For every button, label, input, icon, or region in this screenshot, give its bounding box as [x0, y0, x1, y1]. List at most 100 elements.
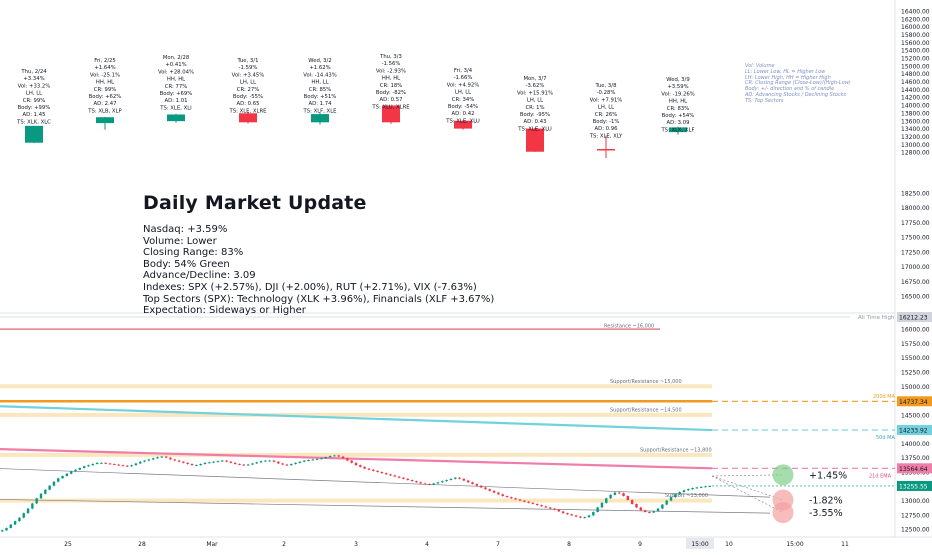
support-resistance-band: [0, 384, 712, 389]
price-bar: [333, 455, 336, 457]
price-bar: [264, 460, 267, 462]
price-bar: [635, 504, 638, 508]
card-ad: AD: 1.01: [165, 98, 188, 104]
price-bar: [113, 464, 116, 465]
time-cursor-badge: [686, 538, 714, 549]
price-bar: [354, 462, 358, 466]
price-bar: [320, 458, 323, 460]
price-bar: [432, 483, 435, 485]
price-bar: [462, 478, 466, 481]
card-ad: AD: 1.45: [23, 112, 46, 118]
price-bar: [708, 486, 712, 487]
price-bar: [419, 482, 422, 484]
price-badge-label: 16212.23: [899, 315, 928, 322]
projection-marker: [772, 464, 794, 486]
daily-market-update-summary: Daily Market Update Nasdaq: +3.59% Volum…: [143, 192, 494, 317]
price-bar: [518, 499, 522, 501]
card-change: -0.28%: [597, 90, 616, 96]
price-bar: [527, 501, 530, 503]
price-bar: [48, 485, 51, 490]
price-bar: [691, 488, 694, 490]
price-tick-label: 15600.00: [901, 40, 930, 47]
price-bar: [26, 508, 30, 514]
ma-label: 21d EMA: [869, 473, 892, 479]
time-tick-label: 28: [138, 541, 146, 548]
card-ad: AD: 0.57: [380, 97, 403, 103]
price-bar: [208, 462, 211, 464]
price-bar: [216, 461, 220, 463]
price-tick-label: 13800.00: [901, 110, 930, 117]
price-tick-label: 18000.00: [901, 205, 930, 212]
legend-line: Vol: Volume: [745, 63, 775, 69]
ma-label: 50d MA: [876, 435, 895, 441]
projection-path: [711, 475, 784, 513]
card-change: +3.34%: [23, 76, 44, 82]
card-ts: TS: XLE, XLRE: [229, 108, 268, 114]
card-body: Body: -55%: [233, 94, 263, 100]
price-bar: [173, 459, 176, 461]
time-tick-label: 2: [282, 541, 286, 548]
card-change: -1.66%: [454, 75, 473, 81]
price-bar: [70, 471, 73, 474]
time-tick-label: 15:00: [786, 541, 803, 548]
price-bar: [643, 510, 647, 512]
card-ll: HH, HL: [96, 80, 114, 86]
card-date: Thu, 3/3: [379, 54, 402, 60]
price-bar: [87, 465, 90, 467]
price-tick-label: 15800.00: [901, 32, 930, 39]
support-resistance-band: [0, 412, 712, 417]
daily-candle-body: [454, 120, 472, 129]
price-bar: [225, 460, 228, 462]
price-bar: [605, 498, 608, 503]
price-bar: [639, 507, 642, 511]
legend-line: CR: Closing Range (Close-Low)/(High-Low): [745, 80, 851, 87]
card-ll: LH, LL: [598, 105, 614, 111]
price-tick-label: 12800.00: [901, 150, 930, 157]
daily-candle-body: [311, 114, 329, 123]
price-bar: [458, 477, 461, 479]
price-bar: [479, 485, 483, 488]
price-bar: [39, 493, 43, 499]
price-tick-label: 16200.00: [901, 16, 930, 23]
price-bar: [164, 456, 168, 458]
price-bar: [648, 512, 651, 513]
price-tick-label: 14000.00: [901, 103, 930, 110]
summary-line: Closing Range: 83%: [143, 247, 244, 259]
price-bar: [445, 480, 448, 482]
level-label: Support/Resistance ~15,000: [610, 379, 682, 385]
price-badge-label: 13255.55: [899, 483, 928, 490]
price-bar: [221, 460, 224, 462]
card-cr: CR: 85%: [309, 87, 331, 93]
price-bar: [139, 461, 142, 464]
price-bar: [497, 492, 500, 495]
price-bar: [618, 492, 621, 494]
price-bar: [687, 489, 690, 491]
price-bar: [574, 515, 578, 517]
price-bar: [622, 493, 625, 496]
price-bar: [251, 463, 254, 465]
price-bar: [229, 461, 233, 463]
price-bar: [91, 464, 94, 466]
price-bar: [52, 481, 56, 486]
price-bar: [600, 502, 604, 508]
price-bar: [290, 464, 293, 466]
time-tick-label: Mar: [206, 541, 218, 548]
card-ll: HH, HL: [167, 77, 185, 83]
legend-line: LH: Lower High, HH = Higher High: [745, 74, 831, 81]
level-label: Support/Resistance ~13,800: [640, 447, 712, 453]
price-bar: [104, 462, 107, 464]
price-bar: [505, 496, 509, 498]
price-bar: [203, 462, 207, 464]
card-ll: HH, HL: [382, 76, 400, 82]
price-bar: [238, 464, 241, 465]
card-change: -1.59%: [239, 65, 258, 71]
price-tick-label: 14200.00: [901, 95, 930, 102]
price-tick-label: 16000.00: [901, 24, 930, 31]
card-ll: LH, LL: [26, 91, 42, 97]
price-bar: [130, 465, 133, 467]
projection-path: [711, 475, 784, 501]
price-tick-label: 13000.00: [901, 142, 930, 149]
price-bar: [22, 513, 25, 518]
price-bar: [13, 521, 17, 525]
